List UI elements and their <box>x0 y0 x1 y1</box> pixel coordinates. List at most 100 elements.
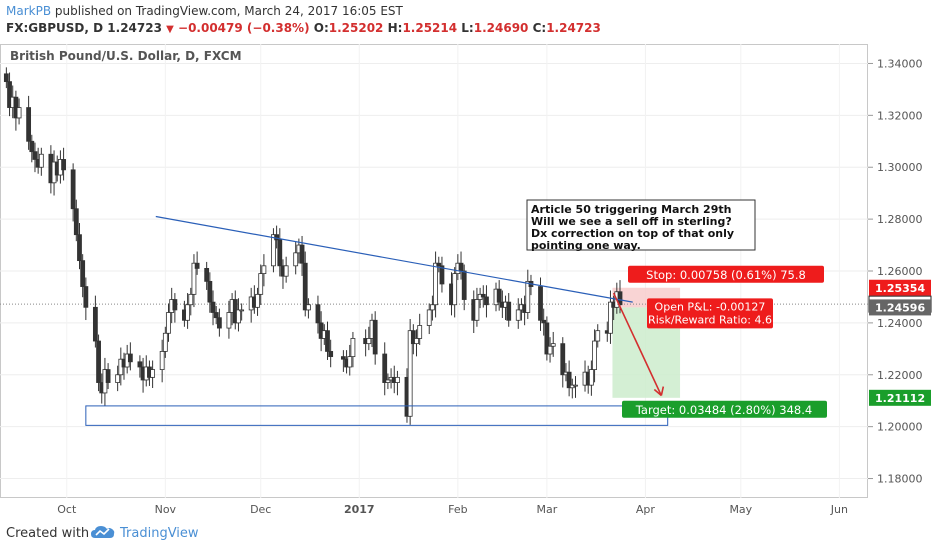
x-tick-label: Mar <box>536 503 557 516</box>
close-value: 1.24723 <box>546 21 601 35</box>
candle-up <box>588 369 594 386</box>
candle-down <box>207 280 213 303</box>
candle-up <box>452 273 458 306</box>
position-labels: Stop: 0.00758 (0.61%) 75.8 Open P&L: -0.0… <box>622 265 827 418</box>
candle-up <box>166 312 171 334</box>
candle-down <box>73 208 79 236</box>
candle-down <box>496 288 502 303</box>
change-value: −0.00479 (−0.38%) <box>178 21 310 35</box>
candle-down <box>127 353 133 363</box>
down-arrow-icon: ▼ <box>166 24 174 35</box>
candle-down <box>29 140 35 153</box>
x-tick-label: Oct <box>57 503 77 516</box>
x-tick-label: Apr <box>636 503 656 516</box>
published-text: published on TradingView.com, March 24, … <box>54 4 403 18</box>
candle-down <box>439 265 445 285</box>
candle-down <box>277 239 283 267</box>
candle-up <box>188 293 194 306</box>
candle-down <box>137 361 143 368</box>
candle-up <box>366 338 372 345</box>
resistance-trendline <box>155 215 633 303</box>
candle-down <box>302 262 308 311</box>
author-link[interactable]: MarkPB <box>6 4 52 18</box>
candle-up <box>306 304 311 311</box>
candle-up <box>407 330 413 417</box>
candle-up <box>395 376 400 383</box>
candle-down <box>32 151 38 160</box>
candle-up <box>255 293 260 308</box>
projection-arrow <box>612 292 663 396</box>
candle-down <box>458 262 464 272</box>
candle-down <box>480 293 486 298</box>
candle-up <box>592 340 597 370</box>
candle-up <box>417 325 423 339</box>
chart-header: MarkPB published on TradingView.com, Mar… <box>0 0 932 44</box>
price-chart[interactable]: 1.34000 1.32000 1.30000 1.28000 1.26000 1.240… <box>0 44 932 518</box>
stop-label: Stop: 0.00758 (0.61%) 75.8 <box>646 268 806 282</box>
candle-down <box>299 244 305 264</box>
candle-down <box>213 312 219 319</box>
open-label: O: <box>313 21 329 35</box>
low-label: L: <box>461 21 474 35</box>
candle-up <box>595 330 601 342</box>
x-tick-label: Jun <box>830 503 848 516</box>
chart-area[interactable]: 1.34000 1.32000 1.30000 1.28000 1.26000 1.240… <box>0 44 932 518</box>
candle-down <box>96 340 101 383</box>
candle-down <box>372 319 378 355</box>
y-axis: 1.34000 1.32000 1.30000 1.28000 1.26000 1.240… <box>868 57 923 486</box>
annotation-line: Article 50 triggering March 29th <box>531 203 731 216</box>
target-label-bg <box>622 400 827 418</box>
candle-up <box>385 379 391 383</box>
candle-down <box>315 304 321 324</box>
y-tick-label: 1.30000 <box>877 161 923 174</box>
candle-down <box>325 330 330 352</box>
candle-down <box>194 262 200 269</box>
price-tag-target: 1.21112 <box>875 392 925 405</box>
footer: Created with TradingView <box>0 518 932 550</box>
x-axis: Oct Nov Dec 2017 Feb Mar Apr May Jun <box>57 503 848 516</box>
candle-up <box>258 273 264 295</box>
candle-up <box>191 262 197 295</box>
last-price: 1.24723 <box>107 21 162 35</box>
candle-up <box>38 153 44 168</box>
candle-up <box>236 309 241 324</box>
candle-down <box>61 159 66 171</box>
candle-down <box>7 81 12 108</box>
candle-down <box>274 234 280 241</box>
price-tag-bg-target <box>869 389 931 406</box>
y-tick-label: 1.34000 <box>877 57 923 70</box>
ohlc-line: FX:GBPUSD, D 1.24723 ▼ −0.00479 (−0.38%)… <box>6 21 601 35</box>
candle-up <box>226 312 232 329</box>
tradingview-brand-link[interactable]: TradingView <box>120 526 199 541</box>
candle-up <box>261 265 267 274</box>
pnl-label-bg <box>647 298 773 329</box>
price-tag-stop: 1.25354 <box>875 282 925 295</box>
candle-up <box>608 301 613 334</box>
candle-up <box>271 234 276 267</box>
candle-down <box>541 319 547 324</box>
open-value: 1.25202 <box>328 21 384 35</box>
candle-up <box>150 369 156 378</box>
symbol-label: FX:GBPUSD, D <box>6 21 104 35</box>
price-tag-entry: 1.24596 <box>875 301 925 314</box>
y-tick-label: 1.26000 <box>877 265 923 278</box>
candle-up <box>550 343 556 347</box>
candle-up <box>474 299 480 321</box>
candle-down <box>544 322 550 355</box>
stop-label-bg <box>628 265 824 283</box>
high-label: H: <box>387 21 403 35</box>
candle-down <box>216 317 222 329</box>
candle-down <box>3 73 9 83</box>
y-tick-label: 1.20000 <box>877 421 923 434</box>
candle-down <box>340 356 346 360</box>
candle-up <box>515 309 521 321</box>
candle-down <box>328 351 334 358</box>
y-tick-label: 1.24000 <box>877 317 923 330</box>
y-tick-label: 1.28000 <box>877 213 923 226</box>
price-tag-bg-stop <box>869 279 931 296</box>
tradingview-cloud-icon <box>90 524 116 544</box>
candle-up <box>426 309 432 326</box>
x-tick-label: 2017 <box>344 503 375 516</box>
candle-down <box>566 371 572 389</box>
